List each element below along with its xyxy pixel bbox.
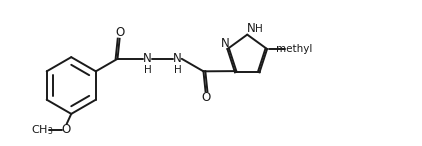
Text: methyl: methyl	[276, 44, 312, 54]
Text: O: O	[61, 123, 70, 136]
Text: N: N	[247, 22, 256, 35]
Text: H: H	[143, 65, 151, 75]
Text: H: H	[174, 65, 181, 75]
Text: N: N	[173, 52, 182, 65]
Text: N: N	[221, 37, 229, 50]
Text: H: H	[255, 24, 263, 34]
Text: O: O	[201, 91, 210, 104]
Text: CH$_3$: CH$_3$	[31, 123, 53, 137]
Text: O: O	[116, 26, 125, 39]
Text: N: N	[143, 52, 152, 65]
